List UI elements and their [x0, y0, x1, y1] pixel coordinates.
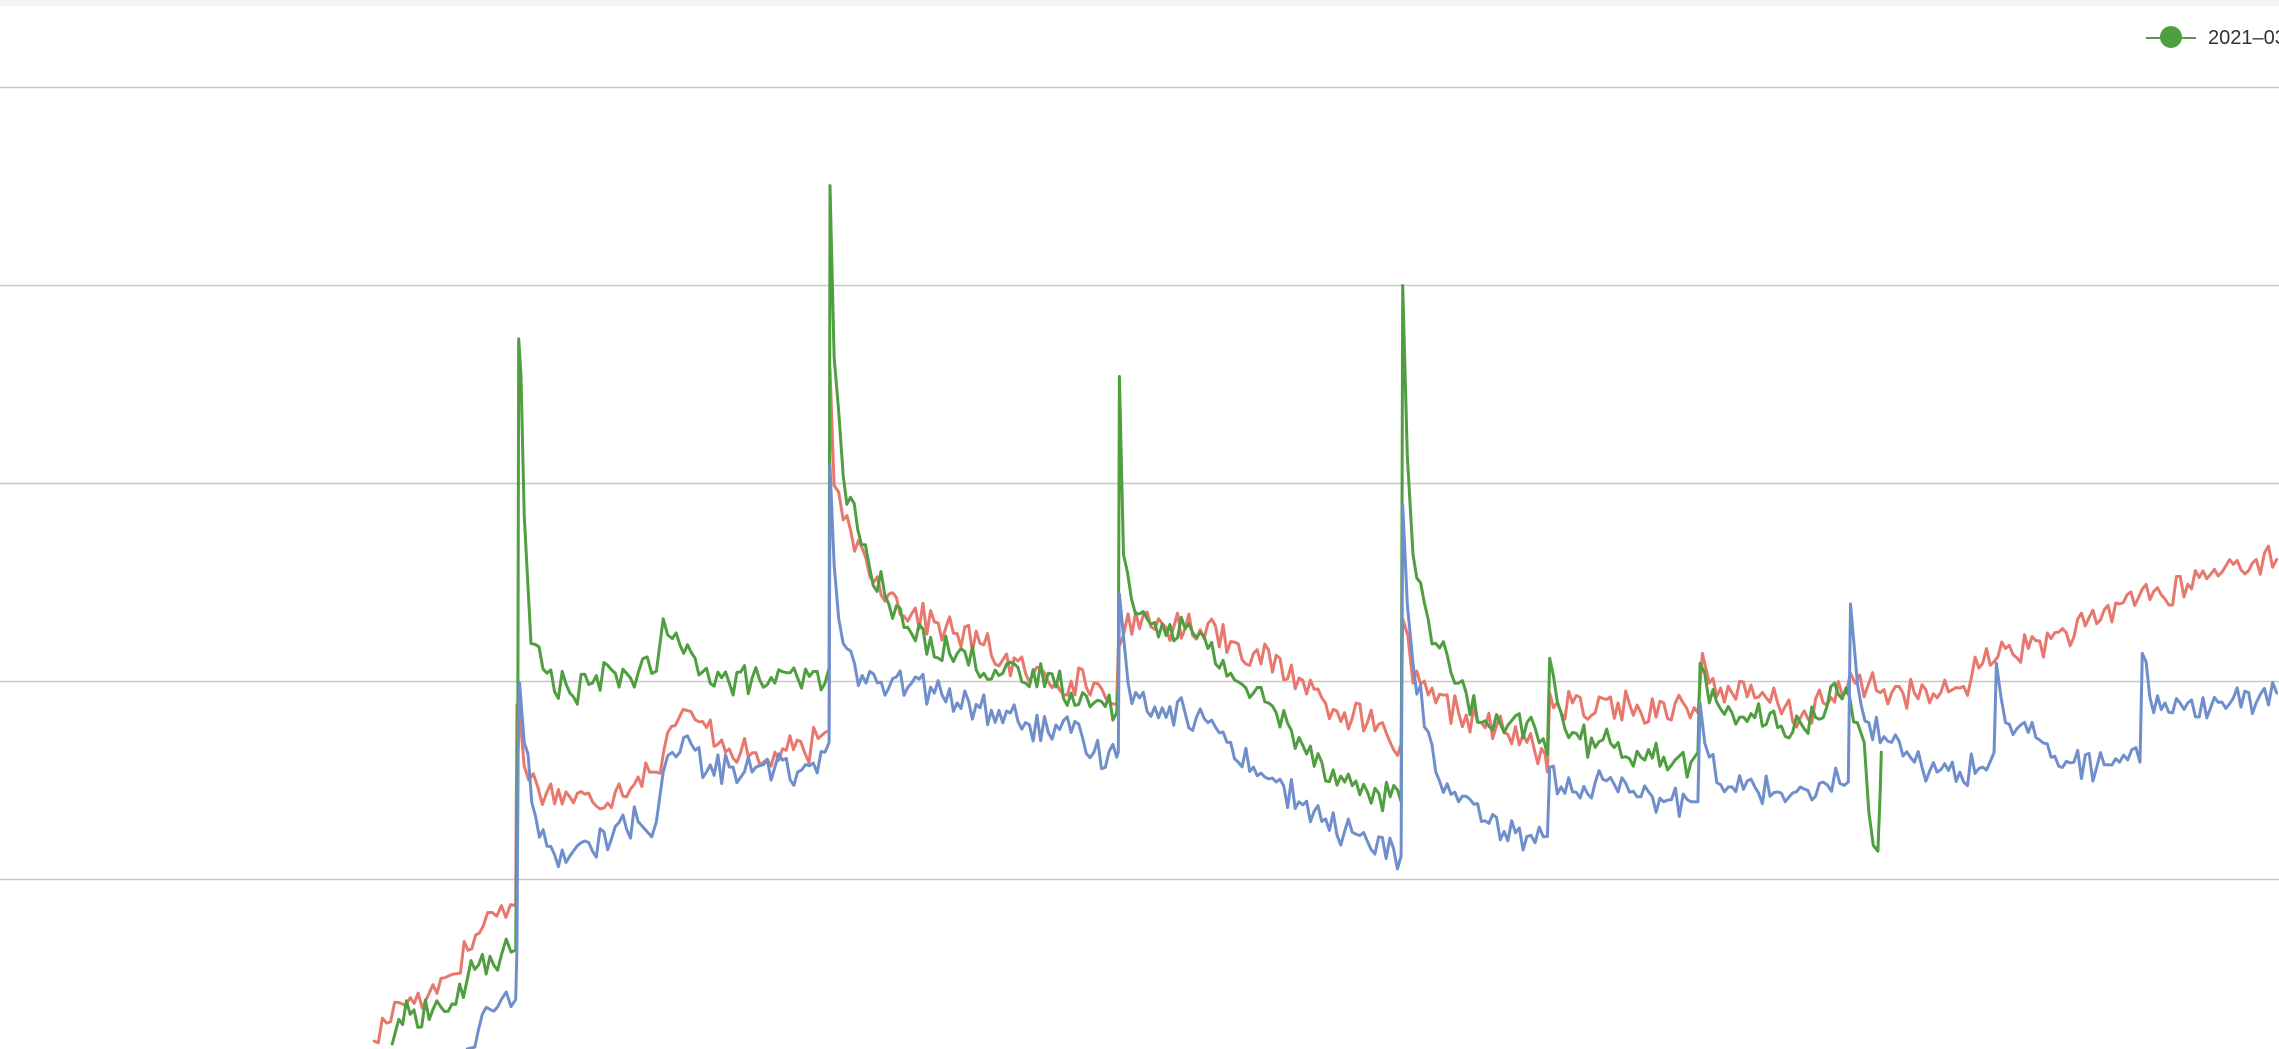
legend-dot-icon: [2160, 26, 2182, 48]
legend-symbol: [2146, 26, 2196, 50]
series-line-2: [465, 464, 2279, 1049]
series-group: [372, 184, 2279, 1049]
grid-lines: [0, 86, 2279, 881]
legend-label: 2021–03: [2208, 26, 2279, 49]
series-line-0: [372, 367, 2279, 1045]
legend[interactable]: 2021–03: [2146, 26, 2279, 50]
top-strip: [0, 0, 2279, 6]
series-line-1: [390, 184, 1883, 1046]
